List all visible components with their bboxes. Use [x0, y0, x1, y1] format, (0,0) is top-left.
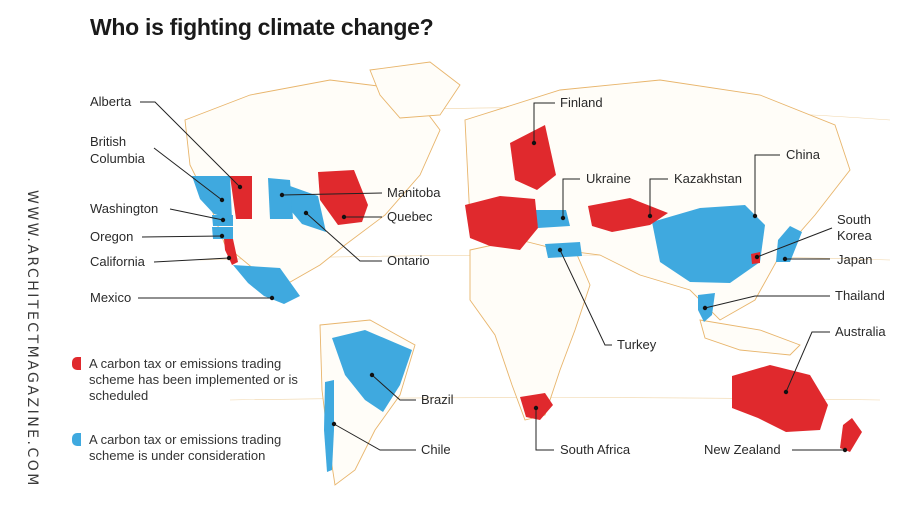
region-europe	[465, 196, 538, 250]
label-kazakhstan: Kazakhstan	[674, 171, 742, 186]
label-alberta: Alberta	[90, 94, 132, 109]
label-turkey: Turkey	[617, 337, 657, 352]
region-mexico	[233, 265, 300, 304]
indonesia-land	[699, 319, 801, 356]
label-california: California	[90, 254, 146, 269]
region-australia	[732, 365, 828, 432]
greenland-land	[369, 61, 461, 119]
label-ukraine: Ukraine	[586, 171, 631, 186]
label-bc-line2: Columbia	[90, 151, 146, 166]
region-finland	[510, 125, 556, 190]
implemented-regions	[224, 125, 862, 452]
legend-swatch-consideration	[72, 433, 81, 446]
region-alberta	[230, 176, 252, 219]
label-washington: Washington	[90, 201, 158, 216]
legend-label-consideration: A carbon tax or emissions trading scheme…	[89, 432, 282, 463]
label-finland: Finland	[560, 95, 603, 110]
legend-item-consideration: A carbon tax or emissions trading scheme…	[72, 432, 302, 486]
label-bc-line1: British	[90, 134, 126, 149]
base-land	[184, 61, 851, 486]
label-south-africa: South Africa	[560, 442, 631, 457]
region-ontario	[290, 186, 326, 232]
africa-land	[469, 237, 591, 421]
region-china	[652, 205, 765, 283]
label-oregon: Oregon	[90, 229, 133, 244]
map-title: Who is fighting climate change?	[90, 14, 434, 40]
label-chile: Chile	[421, 442, 451, 457]
region-brazil	[332, 330, 412, 412]
legend-swatch-implemented	[72, 357, 81, 370]
region-kazakhstan	[588, 198, 668, 232]
label-brazil: Brazil	[421, 392, 454, 407]
region-turkey	[545, 242, 582, 258]
region-chile	[324, 380, 334, 472]
leader-lines	[138, 101, 848, 453]
label-australia: Australia	[835, 324, 886, 339]
region-manitoba	[268, 178, 293, 219]
label-south-korea-line1: South	[837, 212, 871, 227]
label-china: China	[786, 147, 821, 162]
region-new-zealand	[840, 418, 862, 452]
region-quebec	[318, 170, 368, 225]
region-california	[224, 239, 238, 265]
label-new-zealand: New Zealand	[704, 442, 781, 457]
label-south-korea-line2: Korea	[837, 228, 872, 243]
region-ukraine	[535, 210, 570, 228]
label-mexico: Mexico	[90, 290, 131, 305]
legend-label-implemented: A carbon tax or emissions trading scheme…	[89, 356, 298, 403]
label-thailand: Thailand	[835, 288, 885, 303]
region-bc	[192, 176, 232, 219]
label-ontario: Ontario	[387, 253, 430, 268]
consideration-regions	[192, 176, 802, 472]
region-labels: Alberta British Columbia Washington Oreg…	[90, 94, 886, 457]
label-quebec: Quebec	[387, 209, 433, 224]
label-japan: Japan	[837, 252, 872, 267]
label-manitoba: Manitoba	[387, 185, 441, 200]
region-japan	[776, 226, 802, 262]
legend-item-implemented: A carbon tax or emissions trading scheme…	[72, 356, 302, 410]
